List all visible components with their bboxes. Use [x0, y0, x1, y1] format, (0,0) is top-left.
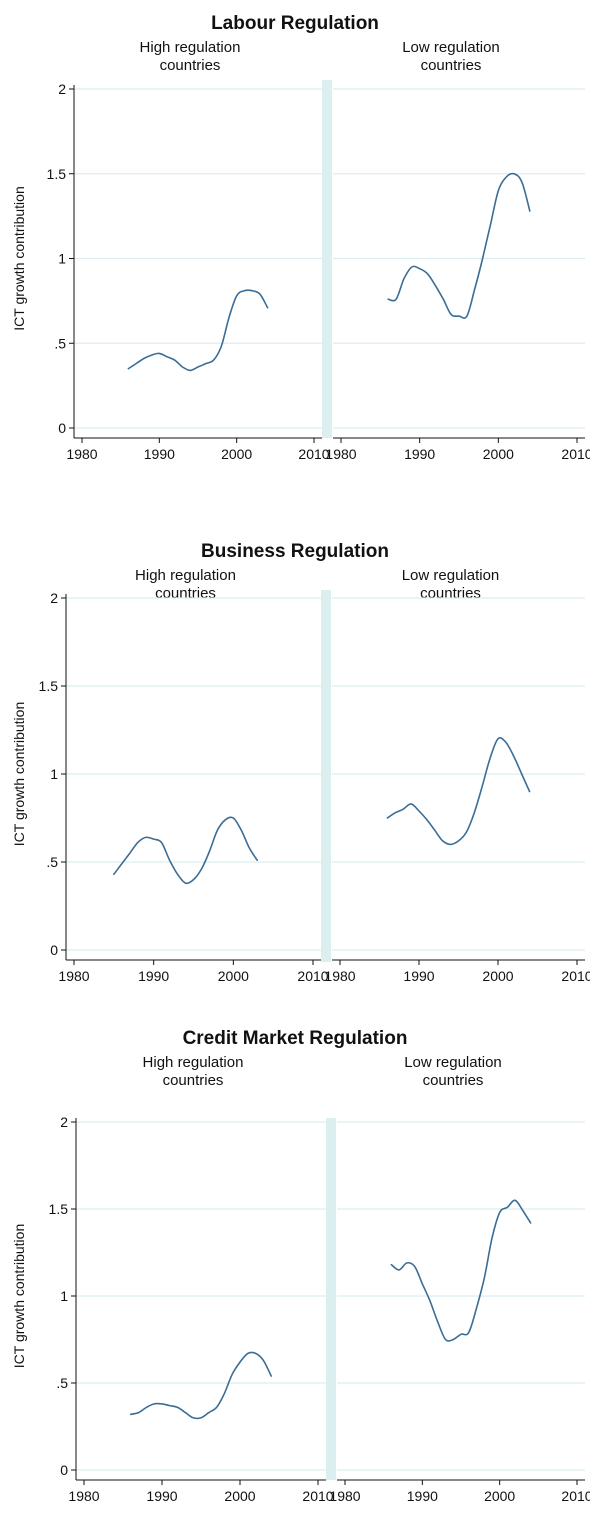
x-tick-label: 2010: [297, 968, 328, 984]
panel-low-regulation: Low regulation countries 1980 1990 2000 2010: [329, 1054, 590, 1504]
y-tick-label: 0: [60, 1462, 68, 1478]
chart-3: Credit Market Regulation ICT growth contr…: [11, 1028, 590, 1504]
x-tick-label: 1980: [325, 446, 356, 462]
x-tick-label: 2000: [483, 446, 514, 462]
panel-high-regulation: High regulation countries 0 .5 1 1.5 2 1980 1990…: [39, 567, 329, 984]
x-tick-label: 1980: [329, 1488, 360, 1504]
chart-2: Business Regulation ICT growth contributi…: [11, 541, 590, 984]
panel-divider: [326, 1118, 336, 1480]
series-line: [127, 289, 269, 372]
x-tick-label: 2010: [298, 446, 329, 462]
y-tick-label: 1.5: [39, 678, 59, 694]
x-tick-label: 1990: [407, 1488, 438, 1504]
series-line: [390, 1199, 532, 1342]
x-tick-label: 2010: [302, 1488, 333, 1504]
chart-1: Labour Regulation ICT growth contribution…: [11, 13, 590, 462]
x-tick-label: 2000: [482, 968, 513, 984]
x-tick-label: 1990: [144, 446, 175, 462]
chart-title: Credit Market Regulation: [183, 1028, 408, 1049]
panel-high-regulation: High regulation countries 0 .5 1 1.5 2 1980 1990…: [49, 1054, 334, 1504]
x-tick-label: 2010: [561, 1488, 590, 1504]
y-tick-label: 1.5: [47, 166, 67, 182]
x-tick-label: 1980: [58, 968, 89, 984]
chart-title: Labour Regulation: [211, 13, 379, 34]
x-tick-label: 2000: [218, 968, 249, 984]
x-tick-label: 1990: [404, 446, 435, 462]
series-line: [130, 1351, 272, 1420]
panel-subtitle: High regulation countries: [143, 1054, 244, 1089]
x-tick-label: 1980: [66, 446, 97, 462]
x-tick-label: 2010: [561, 968, 590, 984]
x-tick-label: 2010: [561, 446, 590, 462]
panel-subtitle: Low regulation countries: [404, 1054, 502, 1089]
y-tick-label: .5: [46, 854, 58, 870]
chart-title: Business Regulation: [201, 541, 389, 562]
x-tick-label: 1990: [138, 968, 169, 984]
x-tick-label: 1990: [146, 1488, 177, 1504]
y-tick-label: .5: [54, 335, 66, 351]
x-tick-label: 2000: [224, 1488, 255, 1504]
panel-low-regulation: Low regulation countries 1980 1990 2000 2010: [324, 567, 590, 984]
panel-low-regulation: Low regulation countries 1980 1990 2000 2010: [325, 39, 590, 462]
panel-divider: [322, 80, 332, 438]
panel-subtitle: Low regulation countries: [402, 567, 500, 602]
y-tick-label: .5: [56, 1375, 68, 1391]
y-tick-label: 2: [60, 1114, 68, 1130]
y-tick-label: 0: [58, 420, 66, 436]
x-tick-label: 1980: [68, 1488, 99, 1504]
x-tick-label: 1990: [403, 968, 434, 984]
series-line: [386, 737, 531, 846]
y-tick-label: 2: [50, 590, 58, 606]
x-tick-label: 1980: [324, 968, 355, 984]
y-tick-label: 1: [50, 766, 58, 782]
x-tick-label: 2000: [484, 1488, 515, 1504]
panel-subtitle: High regulation countries: [140, 39, 241, 74]
y-tick-label: 1: [58, 251, 66, 267]
y-axis-label: ICT growth contribution: [11, 1224, 27, 1368]
y-tick-label: 1.5: [49, 1201, 69, 1217]
panel-high-regulation: High regulation countries 0 .5 1 1.5 2 1980 1990…: [47, 39, 330, 462]
series-line: [387, 172, 531, 319]
y-tick-label: 2: [58, 81, 66, 97]
x-tick-label: 2000: [221, 446, 252, 462]
panel-divider: [321, 590, 331, 962]
y-tick-label: 0: [50, 942, 58, 958]
panel-subtitle: High regulation countries: [135, 567, 236, 602]
y-tick-label: 1: [60, 1288, 68, 1304]
y-axis-label: ICT growth contribution: [11, 186, 27, 330]
panel-subtitle: Low regulation countries: [402, 39, 500, 74]
y-axis-label: ICT growth contribution: [11, 702, 27, 846]
series-line: [113, 816, 258, 885]
